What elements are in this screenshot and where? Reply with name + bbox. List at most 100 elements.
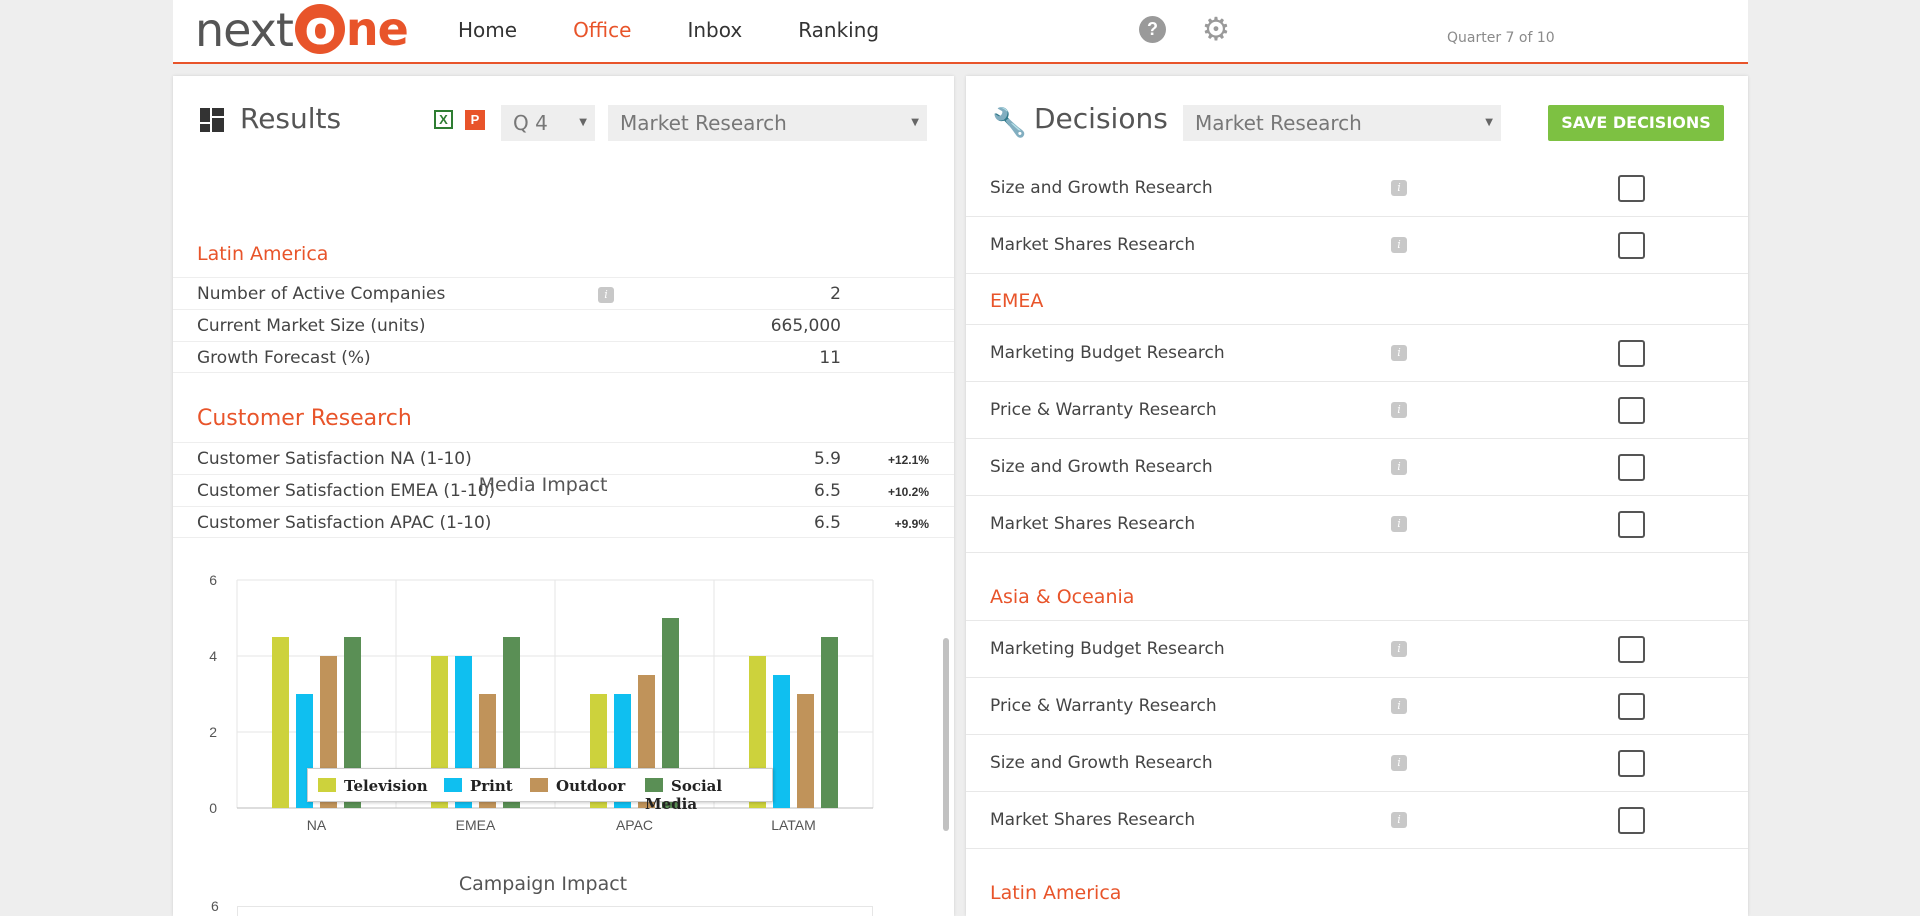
quarter-indicator: Quarter 7 of 10 [1447,30,1555,46]
decisions-title: Decisions [1034,102,1168,135]
table-row: Customer Satisfaction APAC (1-10) 6.5 +9… [173,506,954,538]
y-tick-label: 2 [209,724,217,740]
info-icon[interactable]: i [1391,641,1407,657]
bar-print-latam [773,675,790,808]
decision-checkbox[interactable] [1618,807,1645,834]
info-icon[interactable]: i [598,287,614,303]
dropdown-caret-icon: ▼ [579,117,587,128]
nextone-logo[interactable]: next o ne [195,2,409,58]
info-icon[interactable]: i [1391,345,1407,361]
decision-checkbox[interactable] [1618,511,1645,538]
info-icon[interactable]: i [1391,812,1407,828]
decisions-panel: 🔧 Decisions Market Research ▼ SAVE DECISI… [966,76,1748,916]
info-icon[interactable]: i [1391,459,1407,475]
decision-checkbox[interactable] [1618,636,1645,663]
decision-checkbox[interactable] [1618,397,1645,424]
y-tick-label: 0 [209,800,217,816]
dropdown-caret-icon: ▼ [1485,117,1493,128]
main-nav: Home Office Inbox Ranking [458,18,935,42]
nav-ranking[interactable]: Ranking [798,18,880,42]
dashboard-icon [200,108,224,132]
results-topic-select[interactable]: Market Research ▼ [608,105,927,141]
top-navbar: next o ne Home Office Inbox Ranking ? ⚙ Qu… [173,0,1748,64]
table-row: Growth Forecast (%) 11 [173,341,954,373]
legend-item-outdoor[interactable]: Outdoor [530,777,625,795]
x-tick-label: LATAM [771,817,816,833]
dropdown-caret-icon: ▼ [911,117,919,128]
save-decisions-button[interactable]: SAVE DECISIONS [1548,105,1724,141]
results-panel: Results X P Q 4 ▼ Market Research ▼ Latin … [173,76,954,916]
bar-outdoor-latam [797,694,814,808]
info-icon[interactable]: i [1391,237,1407,253]
change-badge: +9.9% [894,517,929,531]
results-header: Results X P Q 4 ▼ Market Research ▼ [173,76,954,166]
table-row: Number of Active Companies i 2 [173,277,954,309]
change-badge: +10.2% [887,485,929,499]
decision-row: Price & Warranty Research i [966,382,1748,439]
decision-checkbox[interactable] [1618,750,1645,777]
x-tick-label: APAC [616,817,653,833]
change-badge: +12.1% [887,453,929,467]
y-tick-label: 6 [209,572,217,588]
decision-checkbox[interactable] [1618,175,1645,202]
legend-item-social-media[interactable]: Social Media [645,777,723,813]
logo-one-text: o ne [293,2,409,58]
decision-row: Size and Growth Research i [966,735,1748,792]
second-chart-plot-area [237,906,873,916]
nav-office[interactable]: Office [573,18,632,42]
x-tick-label: EMEA [456,817,496,833]
section-emea: EMEA [990,290,1044,312]
wrench-icon: 🔧 [992,107,1027,138]
decision-row: Market Shares Research i [966,496,1748,553]
decisions-topic-select[interactable]: Market Research ▼ [1183,105,1501,141]
info-icon[interactable]: i [1391,755,1407,771]
x-tick-label: NA [307,817,327,833]
chart-legend: Television Print Outdoor Social Media [307,768,773,813]
legend-item-television[interactable]: Television [318,777,428,795]
gear-icon[interactable]: ⚙ [1201,11,1231,47]
section-customer-research: Customer Research [197,406,412,431]
decision-checkbox[interactable] [1618,232,1645,259]
legend-item-print[interactable]: Print [444,777,513,795]
bar-social-media-apac [662,618,679,808]
quarter-select[interactable]: Q 4 ▼ [501,105,595,141]
decision-row: Price & Warranty Research i [966,678,1748,735]
bar-social-media-latam [821,637,838,808]
bar-television-na [272,637,289,808]
decision-row: Marketing Budget Research i [966,621,1748,678]
info-icon[interactable]: i [1391,516,1407,532]
table-row: Customer Satisfaction EMEA (1-10) 6.5 +1… [173,474,954,506]
powerpoint-export-icon[interactable]: P [465,110,485,130]
decision-row: Size and Growth Research i [966,439,1748,496]
table-row: Current Market Size (units) 665,000 [173,309,954,341]
chart-title: Media Impact [478,474,608,496]
second-chart-title: Campaign Impact [458,873,628,895]
decision-checkbox[interactable] [1618,693,1645,720]
decision-row: Size and Growth Research i [966,160,1748,217]
excel-export-icon[interactable]: X [434,110,453,129]
info-icon[interactable]: i [1391,402,1407,418]
bar-social-media-emea [503,637,520,808]
section-latin-america-decisions: Latin America [990,882,1122,904]
decisions-content[interactable]: Size and Growth Research i Market Shares… [966,166,1748,916]
table-row: Customer Satisfaction NA (1-10) 5.9 +12.… [173,442,954,474]
y-tick-label: 4 [209,648,217,664]
second-chart-y-tick: 6 [211,898,219,914]
decision-row: Market Shares Research i [966,792,1748,849]
decision-checkbox[interactable] [1618,454,1645,481]
section-latin-america: Latin America [197,243,329,265]
info-icon[interactable]: i [1391,698,1407,714]
results-scrollbar[interactable] [943,638,949,831]
decision-checkbox[interactable] [1618,340,1645,367]
section-asia-oceania: Asia & Oceania [990,586,1135,608]
bar-social-media-na [344,637,361,808]
nav-inbox[interactable]: Inbox [687,18,743,42]
results-content[interactable]: Latin America Number of Active Companies… [173,166,954,916]
decision-row: Market Shares Research i [966,217,1748,274]
decision-row: Marketing Budget Research i [966,325,1748,382]
nav-home[interactable]: Home [458,18,518,42]
info-icon[interactable]: i [1391,180,1407,196]
help-icon[interactable]: ? [1139,16,1166,43]
decisions-header: 🔧 Decisions Market Research ▼ SAVE DECISI… [966,76,1748,166]
results-title: Results [240,102,342,135]
